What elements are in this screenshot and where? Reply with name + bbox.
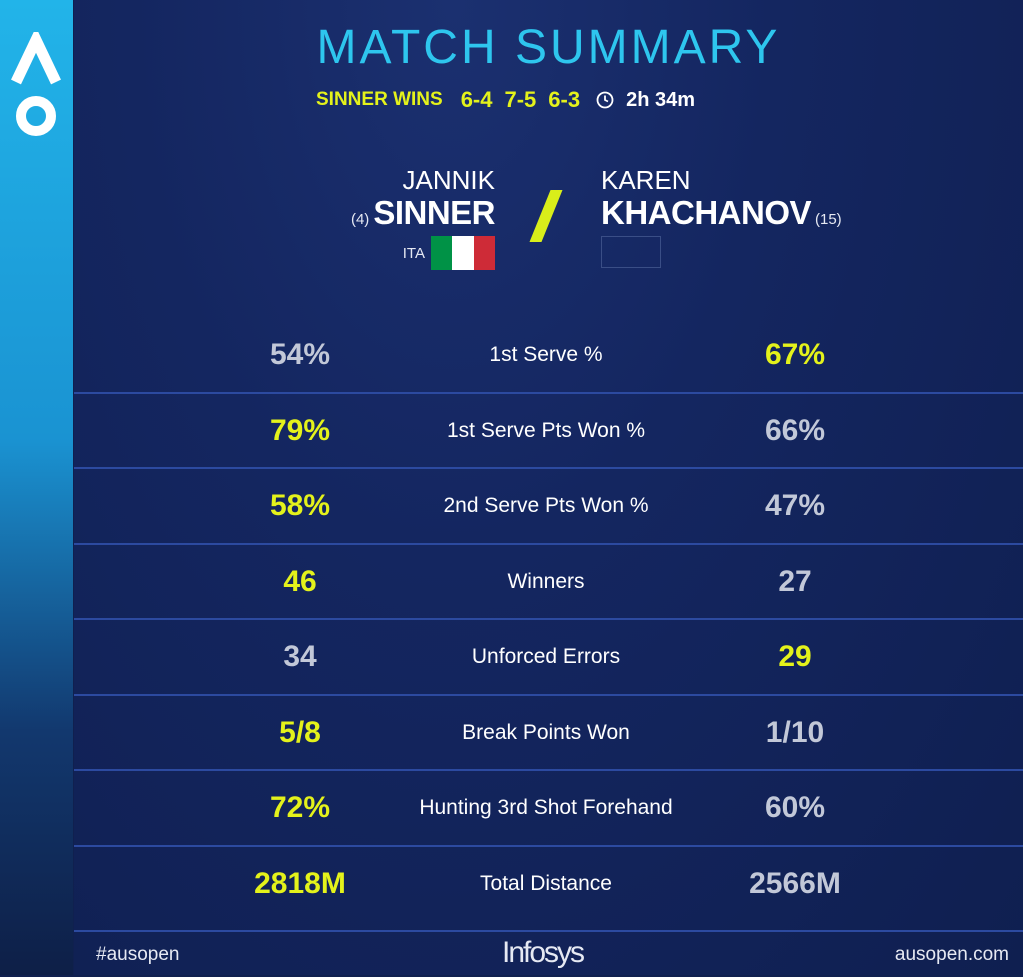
stat-row: 34 Unforced Errors 29 xyxy=(74,620,1023,696)
stat-value-left: 54% xyxy=(269,338,331,371)
winner-label: SINNER WINS xyxy=(316,89,443,110)
set-score-2: 7-5 xyxy=(504,87,537,112)
stat-value-left: 2818M xyxy=(254,866,346,900)
summary-panel: MATCH SUMMARY SINNER WINS 6-4 7-5 6-3 2h… xyxy=(74,0,1023,975)
page-title: MATCH SUMMARY xyxy=(316,21,781,74)
stat-row: 79% 1st Serve Pts Won % 66% xyxy=(74,394,1023,469)
stat-row: 54% 1st Serve % 67% xyxy=(74,318,1023,394)
stat-label: Hunting 3rd Shot Forehand xyxy=(419,796,673,819)
stat-label: Break Points Won xyxy=(462,720,630,744)
footer: #ausopen Infosys ausopen.com xyxy=(74,930,1023,977)
stat-value-right: 66% xyxy=(764,413,826,447)
stat-row: 58% 2nd Serve Pts Won % 47% xyxy=(74,469,1023,545)
versus-slash xyxy=(529,190,563,242)
stat-label: Unforced Errors xyxy=(471,645,621,668)
stat-label: 1st Serve Pts Won % xyxy=(446,418,646,442)
player-left: JANNIK (4) SINNER ITA xyxy=(351,166,495,270)
stat-label: 2nd Serve Pts Won % xyxy=(443,494,649,517)
stat-row: 72% Hunting 3rd Shot Forehand 60% xyxy=(74,771,1023,847)
stat-label: Total Distance xyxy=(480,871,612,895)
sidebar xyxy=(0,0,73,975)
stat-value-left: 46 xyxy=(283,564,317,598)
stat-value-right: 60% xyxy=(764,791,826,824)
ao-logo-icon xyxy=(11,32,61,136)
player-right: KAREN KHACHANOV (15) xyxy=(601,166,842,268)
sponsor-logo: Infosys xyxy=(502,936,585,969)
player-right-first-name: KAREN xyxy=(601,165,691,195)
stat-value-right: 1/10 xyxy=(765,715,825,749)
clock-icon xyxy=(596,91,614,109)
stats-table: 54% 1st Serve % 67% 79% 1st Serve Pts Won % 6… xyxy=(74,318,1023,920)
stat-label: 1st Serve % xyxy=(489,343,603,366)
hashtag: #ausopen xyxy=(96,944,180,965)
stat-value-left: 58% xyxy=(269,489,331,522)
stat-label: Winners xyxy=(507,569,585,593)
match-result: SINNER WINS 6-4 7-5 6-3 2h 34m xyxy=(316,86,695,114)
player-right-seed: (15) xyxy=(815,211,842,228)
stat-value-right: 67% xyxy=(764,338,826,371)
stat-value-right: 27 xyxy=(778,564,812,598)
stat-row: 5/8 Break Points Won 1/10 xyxy=(74,696,1023,771)
stat-value-right: 29 xyxy=(778,640,812,673)
stat-value-left: 79% xyxy=(269,413,331,447)
player-left-first-name: JANNIK xyxy=(402,165,495,195)
flag-placeholder-icon xyxy=(601,236,661,268)
player-left-seed: (4) xyxy=(350,211,370,228)
stat-row: 46 Winners 27 xyxy=(74,545,1023,620)
player-right-last-name: KHACHANOV xyxy=(601,194,812,231)
site-url: ausopen.com xyxy=(894,944,1009,965)
player-left-country: ITA xyxy=(402,244,425,262)
stat-value-left: 5/8 xyxy=(279,715,321,749)
set-score-1: 6-4 xyxy=(460,87,493,112)
stat-value-right: 47% xyxy=(764,489,826,522)
stat-value-left: 72% xyxy=(269,791,331,824)
stat-row: 2818M Total Distance 2566M xyxy=(74,847,1023,921)
set-score-3: 6-3 xyxy=(548,87,581,112)
match-duration: 2h 34m xyxy=(626,88,696,111)
player-left-last-name: SINNER xyxy=(373,194,495,231)
stat-value-left: 34 xyxy=(283,640,317,673)
italy-flag-icon xyxy=(431,236,495,270)
stat-value-right: 2566M xyxy=(749,866,841,900)
